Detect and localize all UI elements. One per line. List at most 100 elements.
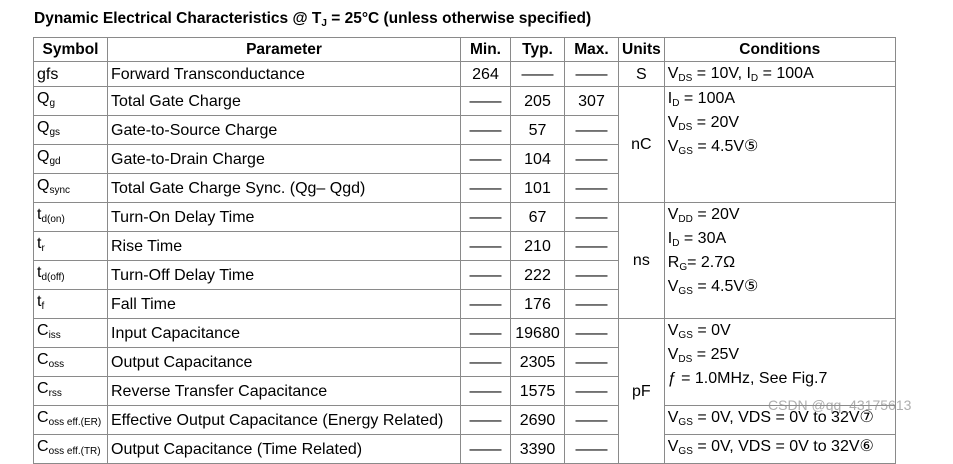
text: C <box>37 380 49 397</box>
unit-cell: nC <box>618 86 665 203</box>
subscript: r <box>41 243 45 254</box>
text: Q <box>37 119 50 136</box>
row: Crss Reverse Transfer Capacitance —— 1575 —— <box>33 376 896 406</box>
unit-cell: ns <box>618 202 665 319</box>
text: V <box>667 322 679 339</box>
text: = 4.5V⑤ <box>692 138 759 155</box>
text: = 30A <box>679 230 727 247</box>
conditions-cell: VDS = 10V, ID = 100A <box>663 61 896 87</box>
symbol-cell: Qgd <box>33 144 108 174</box>
subscript: rss <box>48 388 62 399</box>
subscript: oss eff.(ER) <box>48 417 102 428</box>
parameter-cell: Effective Output Capacitance (Energy Rel… <box>107 405 461 435</box>
symbol-cell: tr <box>33 231 108 261</box>
text: V <box>667 138 679 155</box>
condition-line: RG= 2.7Ω <box>668 251 892 275</box>
subscript: D <box>672 238 680 249</box>
typ-cell: 2690 <box>510 405 565 435</box>
column-header: Max. <box>564 37 619 62</box>
column-header: Min. <box>460 37 511 62</box>
condition-line: VGS = 0V, VDS = 0V to 32V⑥ <box>668 435 892 459</box>
condition-line: ID = 30A <box>668 227 892 251</box>
condition-line: VGS = 4.5V⑤ <box>668 275 892 299</box>
text: I <box>667 230 673 247</box>
subscript: DD <box>678 214 693 225</box>
header-row: Symbol Parameter Min. Typ. Max. Units Conditio… <box>33 37 896 62</box>
symbol-cell: Qgs <box>33 115 108 145</box>
text: = 2.7Ω <box>687 254 736 271</box>
condition-line: VDS = 10V, ID = 100A <box>668 62 892 86</box>
row: tf Fall Time —— 176 —— <box>33 289 896 319</box>
max-cell: —— <box>564 144 619 174</box>
unit-cell: pF <box>618 318 665 464</box>
max-cell: 307 <box>564 86 619 116</box>
column-header: Units <box>618 37 665 62</box>
column-header: Conditions <box>663 37 896 62</box>
symbol-cell: td(off) <box>33 260 108 290</box>
typ-cell: 3390 <box>510 434 565 464</box>
condition-line: VGS = 0V <box>668 319 892 343</box>
max-cell: —— <box>564 231 619 261</box>
subscript: DS <box>678 122 693 133</box>
text: Q <box>37 177 50 194</box>
text: = 25V <box>692 346 740 363</box>
text: = 20V <box>692 206 740 223</box>
typ-cell: 2305 <box>510 347 565 377</box>
text: V <box>667 438 679 455</box>
typ-cell: 19680 <box>510 318 565 348</box>
condition-line: VDS = 20V <box>668 111 892 135</box>
text: R <box>667 254 680 271</box>
watermark: CSDN @qq_43175613 <box>768 397 912 413</box>
conditions-cell: VGS = 0V VDS = 25V ƒ = 1.0MHz, See Fig.7 <box>663 318 896 406</box>
min-cell: —— <box>460 434 511 464</box>
subscript: oss eff.(TR) <box>48 446 101 457</box>
subscript: GS <box>678 446 693 457</box>
subscript: D <box>672 98 680 109</box>
unit-cell: S <box>618 61 665 87</box>
subscript: f <box>41 301 45 312</box>
subscript: d(off) <box>41 272 65 283</box>
text: ƒ = 1.0MHz, See Fig.7 <box>667 370 828 387</box>
row: Coss eff.(ER) Effective Output Capacitanc… <box>33 405 896 435</box>
symbol-cell: Crss <box>33 376 108 406</box>
typ-cell: 205 <box>510 86 565 116</box>
min-cell: —— <box>460 376 511 406</box>
text: C <box>37 322 49 339</box>
text: Dynamic Electrical Characteristics @ T <box>34 10 322 27</box>
typ-cell: —— <box>510 61 565 87</box>
subscript: D <box>750 73 759 84</box>
symbol-cell: Qsync <box>33 173 108 203</box>
symbol-cell: Coss <box>33 347 108 377</box>
symbol-cell: Coss eff.(ER) <box>33 405 108 435</box>
condition-line: VDD = 20V <box>668 203 892 227</box>
min-cell: —— <box>460 115 511 145</box>
text: t <box>37 293 42 310</box>
subscript: g <box>49 98 56 109</box>
symbol-cell: tf <box>33 289 108 319</box>
text: C <box>37 438 49 455</box>
subscript: J <box>321 18 327 29</box>
text: I <box>667 90 673 107</box>
condition-line: VDS = 25V <box>668 343 892 367</box>
min-cell: —— <box>460 173 511 203</box>
text: = 0V, VDS = 0V to 32V⑦ <box>692 409 874 426</box>
column-header: Typ. <box>510 37 565 62</box>
parameter-cell: Input Capacitance <box>107 318 461 348</box>
max-cell: —— <box>564 347 619 377</box>
text: = 0V <box>692 322 731 339</box>
typ-cell: 67 <box>510 202 565 232</box>
symbol-cell: gfs <box>33 61 108 87</box>
page: Dynamic Electrical Characteristics @ TJ … <box>33 10 912 464</box>
subscript: DS <box>678 73 693 84</box>
parameter-cell: Gate-to-Source Charge <box>107 115 461 145</box>
subscript: GS <box>678 146 693 157</box>
text: C <box>37 351 49 368</box>
text: = 0V, VDS = 0V to 32V⑥ <box>692 438 874 455</box>
parameter-cell: Total Gate Charge <box>107 86 461 116</box>
condition-line: ID = 100A <box>668 87 892 111</box>
text: = 25°C (unless otherwise specified) <box>326 10 592 27</box>
parameter-cell: Rise Time <box>107 231 461 261</box>
symbol-cell: Ciss <box>33 318 108 348</box>
title: Dynamic Electrical Characteristics @ TJ … <box>34 10 591 29</box>
symbol-cell: Qg <box>33 86 108 116</box>
